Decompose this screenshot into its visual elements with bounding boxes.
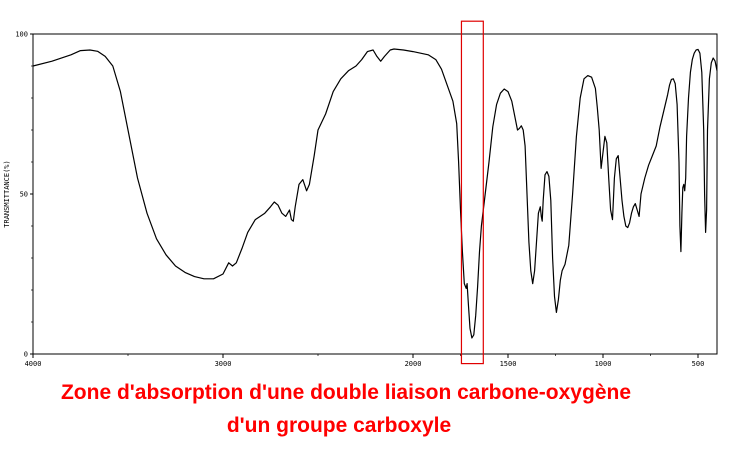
ir-spectrum-chart: 0 50 100 4000 3000 2000 1500 1000 500 TRANSMITT… bbox=[3, 20, 718, 368]
x-tick-label: 1500 bbox=[500, 360, 517, 368]
x-tick-label: 500 bbox=[692, 360, 705, 368]
y-tick-label: 50 bbox=[20, 191, 28, 199]
caption-line-1: Zone d'absorption d'une double liaison c… bbox=[60, 381, 632, 404]
y-tick-label: 0 bbox=[24, 351, 28, 359]
highlight-box bbox=[460, 20, 484, 365]
spectrum-line bbox=[32, 48, 718, 339]
x-tick-label: 2000 bbox=[405, 360, 422, 368]
plot-frame bbox=[32, 33, 718, 355]
series-group bbox=[32, 48, 718, 339]
minor-ticks bbox=[31, 65, 651, 356]
y-axis-label: TRANSMITTANCE(%) bbox=[3, 160, 11, 227]
caption-line-2: d'un groupe carboxyle bbox=[226, 414, 452, 437]
y-tick-label: 100 bbox=[15, 31, 28, 39]
x-tick-label: 3000 bbox=[215, 360, 232, 368]
x-axis-ticks: 4000 3000 2000 1500 1000 500 bbox=[25, 354, 705, 368]
x-tick-label: 4000 bbox=[25, 360, 42, 368]
chart-axes bbox=[32, 33, 718, 355]
x-tick-label: 1000 bbox=[595, 360, 612, 368]
y-axis-ticks: 0 50 100 bbox=[15, 31, 33, 359]
highlight-group bbox=[460, 20, 484, 365]
